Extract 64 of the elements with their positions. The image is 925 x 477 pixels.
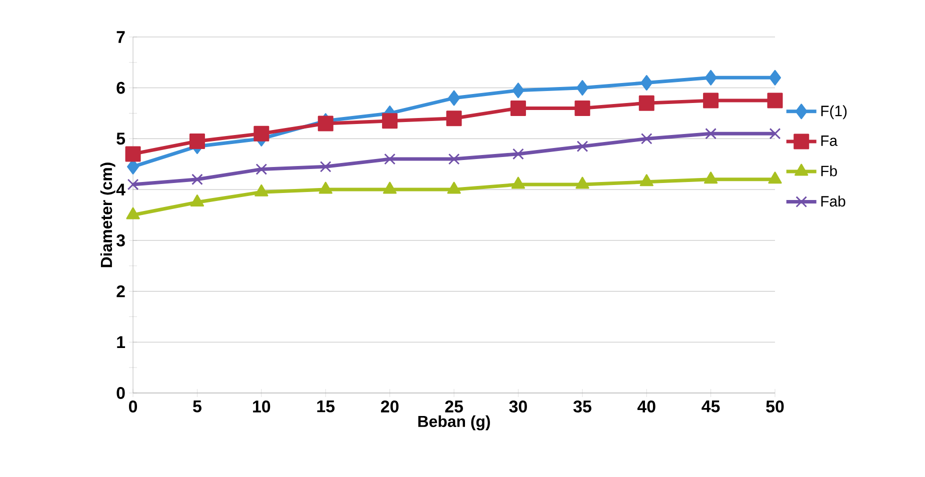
point xyxy=(318,182,332,194)
legend-label: Fa xyxy=(821,136,838,146)
y-tick-label: 4 xyxy=(116,184,126,196)
point xyxy=(640,133,652,144)
x-tick-label: 30 xyxy=(509,400,527,413)
point xyxy=(318,116,334,132)
point xyxy=(574,100,590,116)
point xyxy=(382,113,398,129)
point xyxy=(576,140,588,152)
point xyxy=(126,207,140,220)
y-tick-label: 3 xyxy=(116,234,125,246)
point xyxy=(769,128,781,140)
legend-label: Fab xyxy=(821,196,846,207)
point xyxy=(448,153,460,165)
point xyxy=(190,194,204,207)
point xyxy=(512,82,524,98)
point xyxy=(704,70,717,86)
point xyxy=(638,95,654,111)
point xyxy=(704,172,718,184)
x-tick-label: 40 xyxy=(637,400,656,413)
point xyxy=(189,134,205,149)
x-tick-label: 35 xyxy=(573,400,592,413)
y-tick-label: 5 xyxy=(116,132,126,145)
point xyxy=(447,182,461,194)
point xyxy=(640,174,654,186)
x-tick-label: 25 xyxy=(445,400,463,413)
point xyxy=(512,148,524,160)
legend-label: F(1) xyxy=(821,105,847,120)
x-tick-label: 5 xyxy=(193,400,202,412)
point xyxy=(384,153,396,165)
point xyxy=(320,160,332,172)
point xyxy=(640,75,653,91)
x-tick-label: 50 xyxy=(766,400,784,413)
y-tick-label: 1 xyxy=(117,336,126,348)
x-tick-label: 15 xyxy=(317,400,335,412)
point xyxy=(705,128,717,140)
point xyxy=(511,176,526,189)
point xyxy=(448,90,460,106)
point xyxy=(446,110,462,126)
x-tick-label: 0 xyxy=(128,400,138,413)
y-tick-label: 2 xyxy=(116,285,125,298)
y-tick-label: 0 xyxy=(116,386,125,399)
y-axis-title: Diameter (cm) xyxy=(100,162,116,268)
y-tick-label: 6 xyxy=(116,82,125,94)
point xyxy=(254,126,270,142)
x-axis-title: Beban (g) xyxy=(418,415,490,430)
y-tick-label: 7 xyxy=(116,31,125,43)
point xyxy=(254,184,268,196)
point xyxy=(127,178,139,190)
point xyxy=(383,182,397,194)
point xyxy=(256,164,268,175)
point xyxy=(703,92,719,108)
point xyxy=(192,174,203,186)
x-tick-label: 45 xyxy=(702,400,720,412)
point xyxy=(768,172,782,184)
x-tick-label: 20 xyxy=(380,400,399,413)
point xyxy=(510,100,526,116)
point xyxy=(576,80,588,96)
x-tick-label: 10 xyxy=(253,400,270,413)
point xyxy=(576,176,590,189)
point xyxy=(125,146,141,162)
point xyxy=(769,70,782,86)
legend-label: Fb xyxy=(821,165,837,176)
point xyxy=(767,92,783,108)
